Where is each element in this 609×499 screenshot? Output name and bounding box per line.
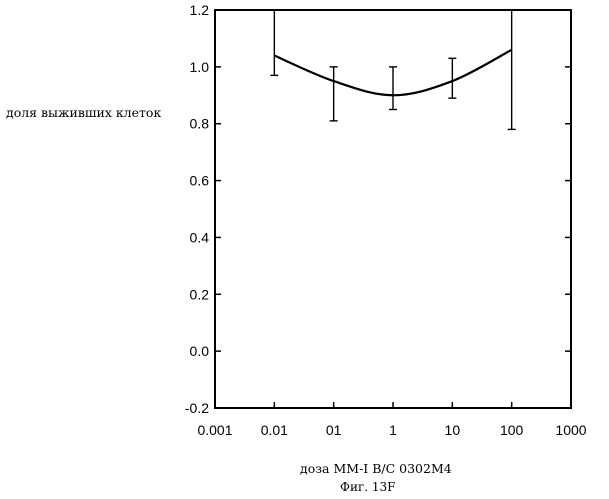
x-tick-label: 1000 xyxy=(555,422,586,438)
x-axis-label: доза MM-I B/C 0302M4 xyxy=(300,461,452,476)
x-tick-label: 0.01 xyxy=(261,422,288,438)
x-tick-label: 01 xyxy=(326,422,342,438)
x-tick-label: 10 xyxy=(445,422,461,438)
y-tick-label: -0.2 xyxy=(185,400,209,416)
y-tick-label: 1.2 xyxy=(190,2,210,18)
figure-caption: Фиг. 13F xyxy=(340,480,395,494)
y-tick-label: 1.0 xyxy=(190,59,210,75)
y-axis-label: доля выживших клеток xyxy=(6,105,161,120)
x-tick-label: 100 xyxy=(500,422,524,438)
y-tick-label: 0.4 xyxy=(190,229,210,245)
y-tick-label: 0.2 xyxy=(190,286,210,302)
y-tick-label: 0.6 xyxy=(190,173,210,189)
x-tick-label: 1 xyxy=(389,422,397,438)
y-tick-label: 0.0 xyxy=(190,343,210,359)
x-tick-label: 0.001 xyxy=(197,422,232,438)
y-tick-label: 0.8 xyxy=(190,116,210,132)
